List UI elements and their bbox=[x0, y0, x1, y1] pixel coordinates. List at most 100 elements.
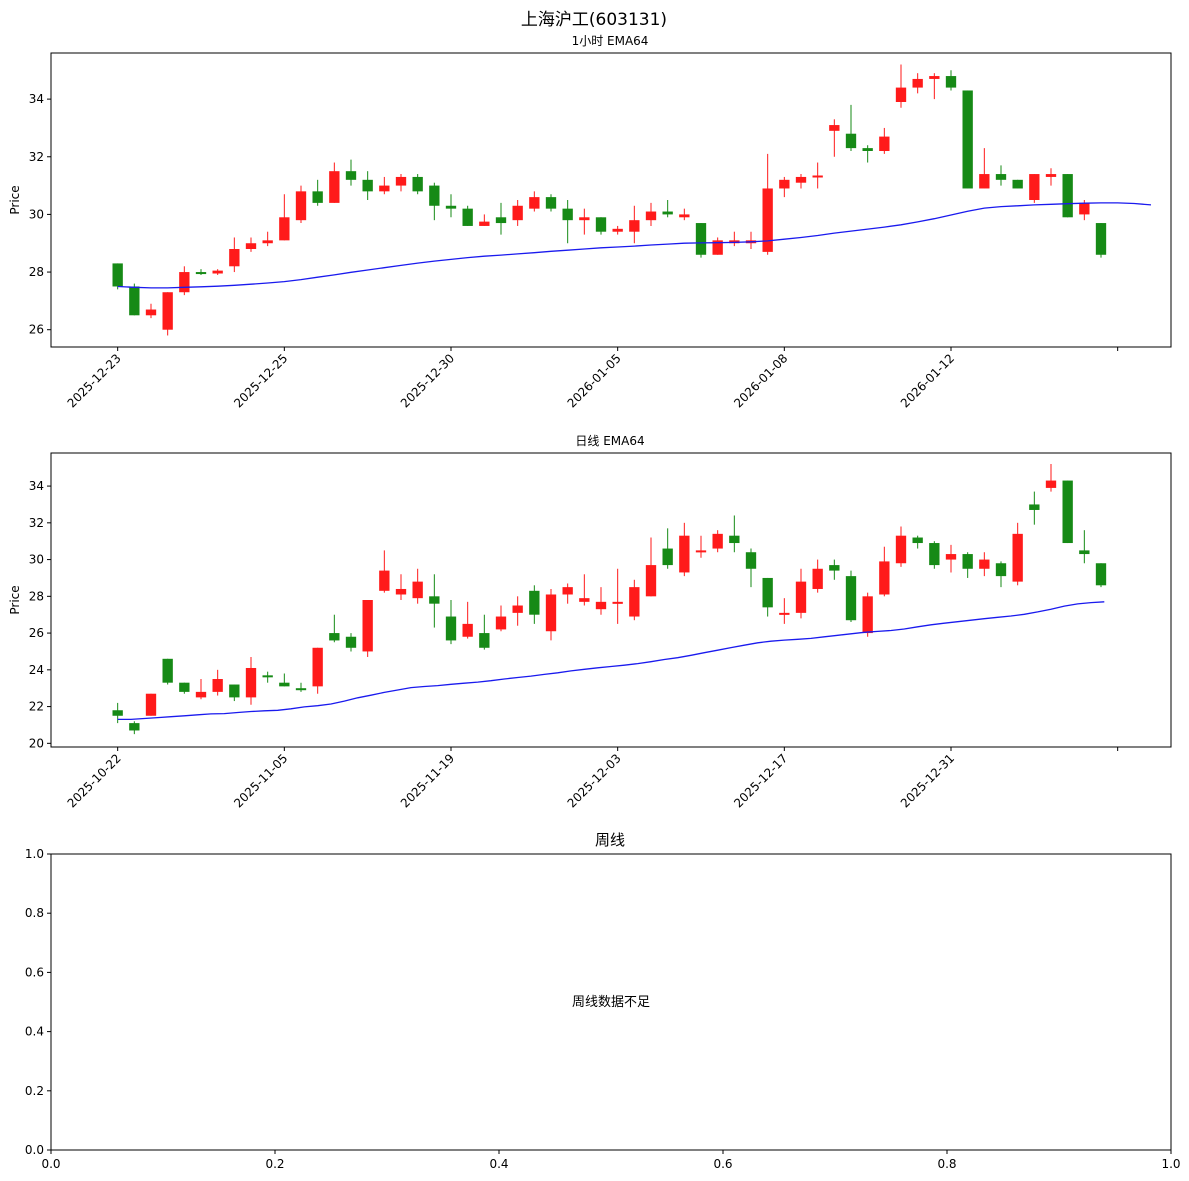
candle-body bbox=[829, 565, 840, 571]
candle-body bbox=[879, 136, 890, 151]
candle-body bbox=[895, 87, 907, 102]
daily-y-ticks: 20 22 24 26 28 30 32 34 bbox=[29, 479, 51, 750]
candle bbox=[329, 614, 340, 643]
candle bbox=[995, 165, 1007, 186]
weekly-x-ticks: 0.0 0.2 0.4 0.6 0.8 1.0 bbox=[41, 1150, 1181, 1171]
candle-body bbox=[129, 723, 140, 731]
candle-body bbox=[129, 286, 140, 316]
candle bbox=[945, 70, 957, 91]
candle bbox=[1095, 563, 1107, 588]
candle-body bbox=[1079, 202, 1090, 215]
candle-body bbox=[579, 598, 590, 602]
x-tick-label: 2026-01-05 bbox=[565, 351, 624, 410]
candle bbox=[312, 179, 323, 206]
daily-candles bbox=[112, 464, 1107, 735]
candle bbox=[712, 530, 723, 553]
candle-body bbox=[329, 633, 340, 641]
candle bbox=[1095, 223, 1107, 258]
candle-body bbox=[912, 78, 923, 88]
y-tick-label: 1.0 bbox=[25, 847, 44, 861]
candle bbox=[229, 684, 240, 702]
candle-body bbox=[212, 679, 223, 692]
candle bbox=[279, 194, 290, 241]
daily-plot-area bbox=[50, 452, 1172, 748]
candle bbox=[779, 176, 790, 198]
x-tick-label: 2025-12-31 bbox=[898, 751, 957, 810]
candle-body bbox=[445, 205, 457, 209]
candle-body bbox=[712, 533, 723, 549]
hourly-ema-line bbox=[117, 202, 1152, 289]
candle bbox=[845, 104, 857, 151]
candle-body bbox=[979, 559, 990, 569]
candle bbox=[595, 587, 607, 615]
candle-body bbox=[1062, 174, 1073, 218]
candle bbox=[1062, 174, 1073, 218]
x-tick-label: 2025-12-03 bbox=[565, 751, 624, 810]
candle-body bbox=[979, 174, 990, 189]
candle bbox=[529, 585, 540, 624]
weekly-insufficient-data-message: 周线数据不足 bbox=[572, 995, 650, 1010]
candle bbox=[779, 598, 790, 624]
candle-body bbox=[545, 197, 557, 209]
candle-body bbox=[862, 596, 873, 634]
candle-body bbox=[595, 217, 607, 232]
candle-body bbox=[229, 684, 240, 698]
candle-body bbox=[762, 188, 773, 252]
candle-body bbox=[229, 249, 240, 267]
candle bbox=[429, 574, 440, 628]
candle-body bbox=[812, 175, 823, 178]
candle-body bbox=[195, 691, 207, 698]
candle-body bbox=[629, 220, 640, 232]
candle bbox=[395, 174, 407, 192]
candle bbox=[695, 535, 707, 558]
candle bbox=[429, 182, 440, 221]
candle-body bbox=[645, 565, 657, 597]
candle-body bbox=[762, 577, 773, 608]
candle bbox=[929, 541, 940, 569]
candle-body bbox=[629, 587, 640, 617]
candle-body bbox=[562, 587, 573, 595]
candle bbox=[879, 127, 890, 154]
candle-body bbox=[145, 693, 157, 716]
candle bbox=[879, 546, 890, 597]
candle-body bbox=[779, 179, 790, 189]
candle bbox=[129, 721, 140, 735]
candle-body bbox=[662, 548, 673, 566]
candle-body bbox=[1095, 563, 1107, 586]
candle-body bbox=[945, 76, 957, 88]
candle-body bbox=[579, 217, 590, 221]
candle bbox=[179, 682, 190, 694]
candle-body bbox=[245, 667, 257, 698]
candle-body bbox=[145, 309, 157, 316]
candle bbox=[745, 548, 757, 588]
y-tick-label: 22 bbox=[29, 700, 44, 714]
candle-body bbox=[429, 596, 440, 604]
candle-body bbox=[462, 623, 473, 637]
candle bbox=[395, 574, 407, 600]
candle bbox=[362, 600, 373, 657]
weekly-y-ticks: 0.0 0.2 0.4 0.6 0.8 1.0 bbox=[25, 847, 51, 1157]
candle-body bbox=[162, 658, 173, 683]
candle bbox=[862, 145, 873, 163]
candle-body bbox=[862, 148, 873, 151]
candle-body bbox=[295, 688, 307, 691]
candle bbox=[1045, 464, 1057, 492]
x-tick-label: 1.0 bbox=[1161, 1157, 1180, 1171]
candle bbox=[295, 185, 307, 224]
candle-body bbox=[379, 570, 390, 591]
candle-body bbox=[1045, 480, 1057, 488]
candle-body bbox=[429, 185, 440, 206]
candle bbox=[762, 577, 773, 617]
weekly-chart-title: 周线 bbox=[595, 831, 625, 849]
candle-body bbox=[745, 552, 757, 569]
candle bbox=[479, 614, 490, 650]
candle-body bbox=[1045, 174, 1057, 177]
candle bbox=[495, 605, 507, 632]
candle bbox=[129, 283, 140, 316]
candle-body bbox=[329, 171, 340, 203]
y-tick-label: 30 bbox=[29, 207, 44, 221]
candle bbox=[562, 200, 573, 244]
candle-body bbox=[995, 563, 1007, 577]
candle-body bbox=[262, 240, 273, 244]
